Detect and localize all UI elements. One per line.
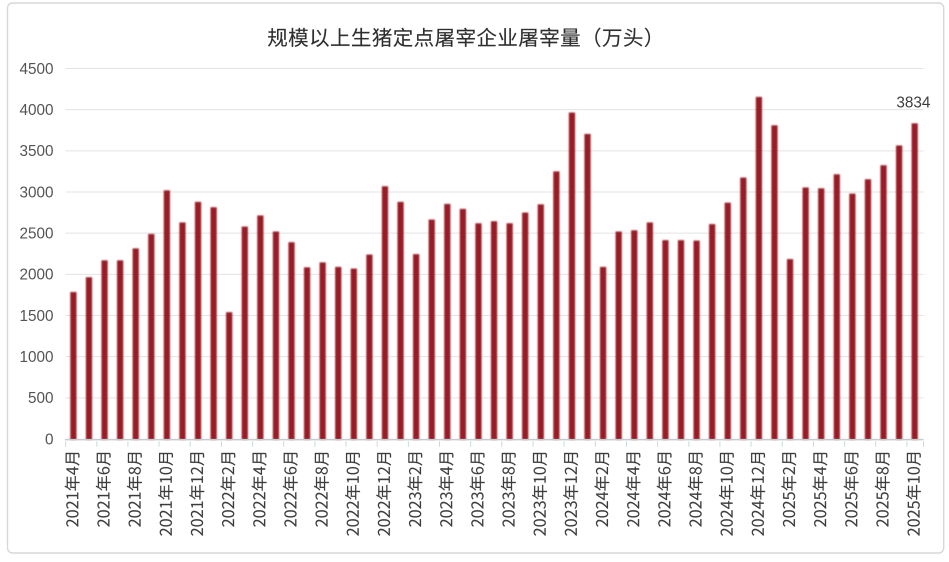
svg-text:500: 500 xyxy=(28,390,54,407)
svg-text:4500: 4500 xyxy=(19,61,53,78)
svg-text:2000: 2000 xyxy=(19,267,53,284)
svg-text:3000: 3000 xyxy=(19,184,53,201)
svg-text:0: 0 xyxy=(45,431,54,448)
svg-text:3834: 3834 xyxy=(896,94,931,111)
svg-text:2500: 2500 xyxy=(19,226,53,243)
svg-text:4000: 4000 xyxy=(19,102,53,119)
svg-text:1500: 1500 xyxy=(19,308,53,325)
svg-text:1000: 1000 xyxy=(19,349,53,366)
svg-text:3500: 3500 xyxy=(19,143,53,160)
